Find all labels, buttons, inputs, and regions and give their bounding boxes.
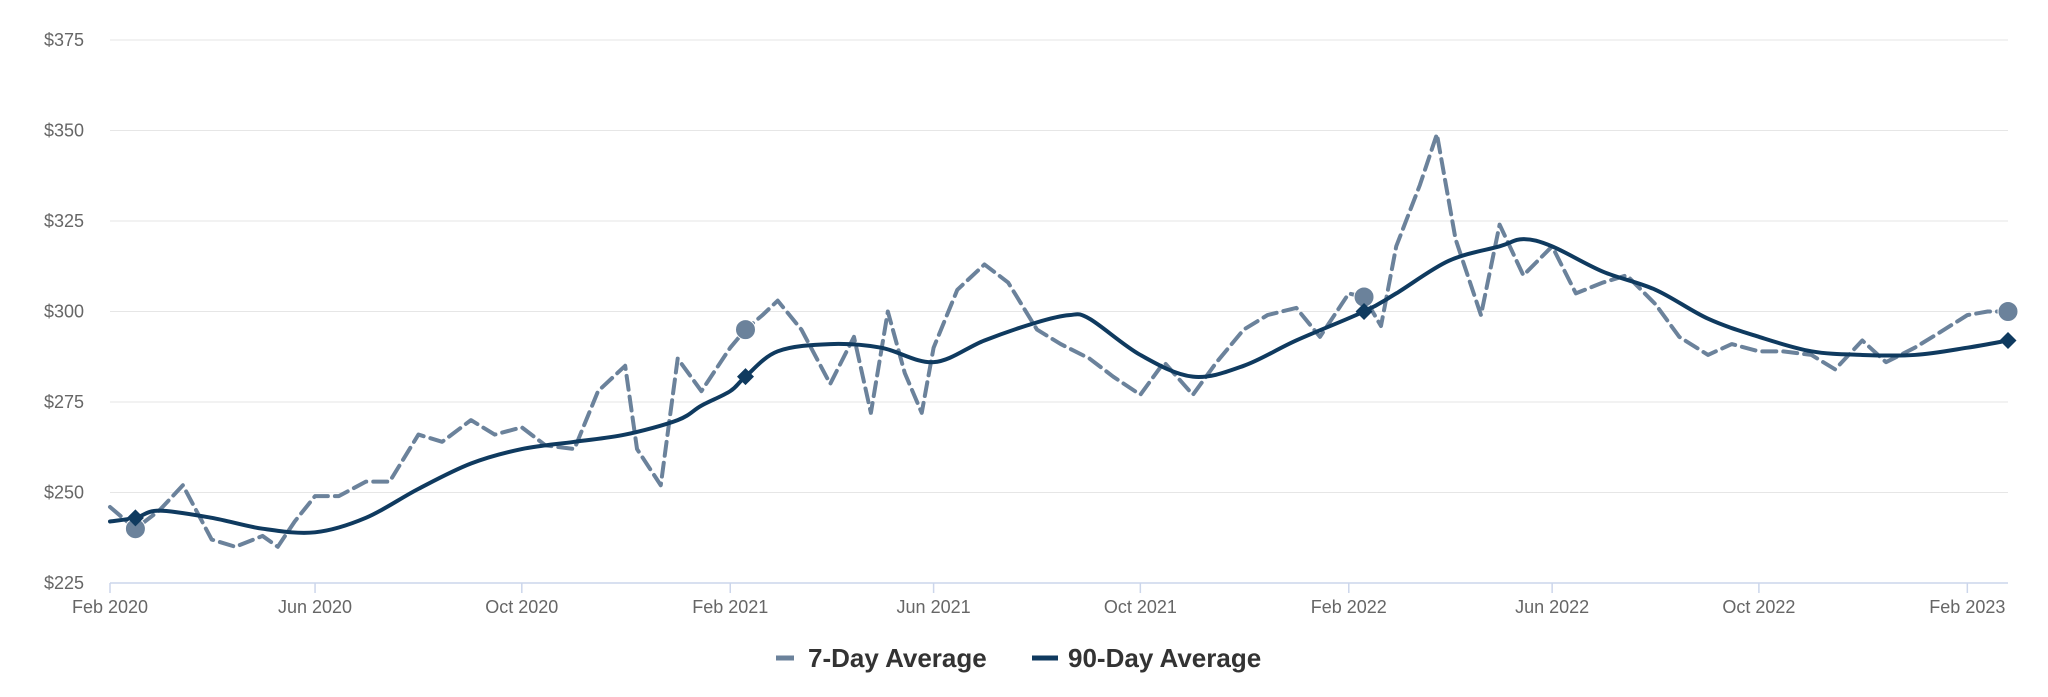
x-tick-label: Feb 2022 <box>1311 597 1387 617</box>
y-tick-label: $375 <box>44 30 84 50</box>
x-tick-label: Jun 2021 <box>897 597 971 617</box>
series <box>108 132 2010 549</box>
y-tick-label: $225 <box>44 573 84 593</box>
markers <box>124 286 2019 540</box>
y-tick-label: $300 <box>44 302 84 322</box>
x-tick-label: Feb 2020 <box>72 597 148 617</box>
x-tick-label: Jun 2020 <box>278 597 352 617</box>
y-tick-label: $325 <box>44 211 84 231</box>
point-marker-7-day-average[interactable] <box>734 319 756 341</box>
legend-item-90-day-average[interactable]: 90-Day Average <box>1032 643 1261 673</box>
grid <box>110 39 2008 493</box>
point-marker-90-day-average[interactable] <box>1355 303 1373 320</box>
y-tick-label: $350 <box>44 121 84 141</box>
legend-item-7-day-average[interactable]: 7-Day Average <box>776 643 987 673</box>
point-marker-90-day-average[interactable] <box>1999 331 2017 349</box>
y-tick-label: $250 <box>44 483 84 503</box>
y-tick-label: $275 <box>44 392 84 412</box>
x-tick-label: Feb 2023 <box>1929 597 2005 617</box>
x-tick-label: Jun 2022 <box>1515 597 1589 617</box>
legend-label-7-day-average: 7-Day Average <box>808 643 987 673</box>
point-marker-7-day-average[interactable] <box>1997 301 2019 322</box>
axes: $225 $250 $275 $300 $325 $350 $375 Feb 2020 Jun … <box>44 30 2008 617</box>
point-marker-90-day-average[interactable] <box>126 509 144 527</box>
point-marker-90-day-average[interactable] <box>736 368 754 386</box>
x-tick-label: Oct 2020 <box>485 597 558 617</box>
x-tick-label: Feb 2021 <box>692 597 768 617</box>
x-tick-label: Oct 2021 <box>1104 597 1177 617</box>
legend: 7-Day Average 90-Day Average <box>776 643 1261 673</box>
x-tick-label: Oct 2022 <box>1722 597 1795 617</box>
legend-label-90-day-average: 90-Day Average <box>1068 643 1261 673</box>
series-line-90-day-average[interactable] <box>108 237 2010 535</box>
series-line-7-day-average[interactable] <box>108 132 2010 549</box>
